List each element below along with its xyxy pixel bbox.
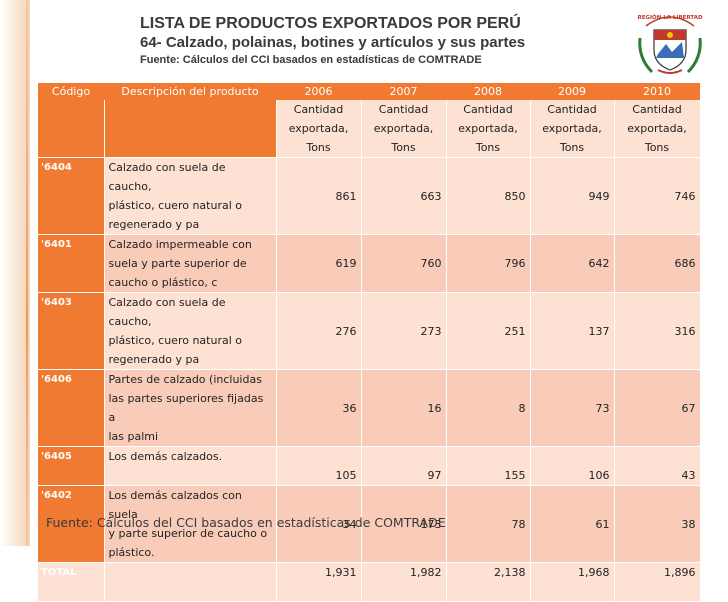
col-code-header: Código xyxy=(38,83,104,100)
product-description: Calzado impermeable con suela y parte sup… xyxy=(104,234,277,293)
value-cell: 61 xyxy=(530,485,615,563)
units-spacer xyxy=(104,100,277,158)
year-header: 2010 xyxy=(614,83,700,100)
value-cell: 686 xyxy=(614,234,701,293)
value-cell: 105 xyxy=(276,446,362,486)
coat-of-arms-logo: REGIÓN LA LIBERTAD xyxy=(637,14,703,74)
table-row: '6406 Partes de calzado (incluidas las pa… xyxy=(38,369,701,447)
table-row: '6403 Calzado con suela de caucho, plásti… xyxy=(38,292,701,370)
units-row: Cantidad exportada, Tons Cantidad exportada… xyxy=(38,100,701,158)
page-source: Fuente: Cálculos del CCI basados en esta… xyxy=(140,54,482,66)
page-subtitle: 64- Calzado, polainas, botines y artícul… xyxy=(140,34,526,51)
product-code: '6401 xyxy=(38,234,105,293)
unit-cell: Cantidad exportada, Tons xyxy=(276,100,362,158)
total-row: TOTAL 1,931 1,982 2,138 1,968 1,896 xyxy=(38,562,701,602)
footer-source: Fuente: Cálculos del CCI basados en esta… xyxy=(46,515,446,530)
total-value: 1,896 xyxy=(614,562,701,602)
value-cell: 850 xyxy=(446,157,531,235)
value-cell: 251 xyxy=(446,292,531,370)
product-code: '6403 xyxy=(38,292,105,370)
total-label: TOTAL xyxy=(38,562,105,602)
value-cell: 796 xyxy=(446,234,531,293)
product-description: Los demás calzados. xyxy=(104,446,277,486)
value-cell: 316 xyxy=(614,292,701,370)
value-cell: 97 xyxy=(361,446,447,486)
value-cell: 137 xyxy=(530,292,615,370)
header: LISTA DE PRODUCTOS EXPORTADOS POR PERÚ 6… xyxy=(140,14,525,68)
year-header: 2007 xyxy=(361,83,446,100)
value-cell: 67 xyxy=(614,369,701,447)
product-description: Calzado con suela de caucho, plástico, cu… xyxy=(104,292,277,370)
left-accent-line xyxy=(26,0,28,546)
svg-text:REGIÓN LA LIBERTAD: REGIÓN LA LIBERTAD xyxy=(637,14,702,21)
units-spacer xyxy=(38,100,105,158)
value-cell: 16 xyxy=(361,369,447,447)
table-row: '6401 Calzado impermeable con suela y par… xyxy=(38,234,701,293)
table-header-row: Código Descripción del producto 2006 200… xyxy=(38,83,700,100)
page-title: LISTA DE PRODUCTOS EXPORTADOS POR PERÚ xyxy=(140,15,521,32)
value-cell: 78 xyxy=(446,485,531,563)
value-cell: 949 xyxy=(530,157,615,235)
total-value: 2,138 xyxy=(446,562,531,602)
product-code: '6406 xyxy=(38,369,105,447)
year-header: 2008 xyxy=(446,83,530,100)
value-cell: 38 xyxy=(614,485,701,563)
value-cell: 273 xyxy=(361,292,447,370)
unit-cell: Cantidad exportada, Tons xyxy=(614,100,701,158)
product-code: '6405 xyxy=(38,446,105,486)
value-cell: 8 xyxy=(446,369,531,447)
value-cell: 642 xyxy=(530,234,615,293)
unit-cell: Cantidad exportada, Tons xyxy=(361,100,447,158)
total-spacer xyxy=(104,562,277,602)
value-cell: 619 xyxy=(276,234,362,293)
value-cell: 43 xyxy=(614,446,701,486)
product-description: Calzado con suela de caucho, plástico, cu… xyxy=(104,157,277,235)
col-desc-header: Descripción del producto xyxy=(104,83,276,100)
unit-cell: Cantidad exportada, Tons xyxy=(446,100,531,158)
product-description: Partes de calzado (incluidas las partes s… xyxy=(104,369,277,447)
table-row: '6404 Calzado con suela de caucho, plásti… xyxy=(38,157,701,235)
value-cell: 36 xyxy=(276,369,362,447)
total-value: 1,931 xyxy=(276,562,362,602)
value-cell: 663 xyxy=(361,157,447,235)
value-cell: 861 xyxy=(276,157,362,235)
value-cell: 276 xyxy=(276,292,362,370)
value-cell: 746 xyxy=(614,157,701,235)
year-header: 2009 xyxy=(530,83,614,100)
table-row: '6405 Los demás calzados. 105 97 155 106… xyxy=(38,446,701,486)
unit-cell: Cantidad exportada, Tons xyxy=(530,100,615,158)
value-cell: 73 xyxy=(530,369,615,447)
left-decorative-bar xyxy=(0,0,30,546)
value-cell: 155 xyxy=(446,446,531,486)
year-header: 2006 xyxy=(276,83,361,100)
total-value: 1,982 xyxy=(361,562,447,602)
product-code: '6404 xyxy=(38,157,105,235)
value-cell: 760 xyxy=(361,234,447,293)
value-cell: 106 xyxy=(530,446,615,486)
total-value: 1,968 xyxy=(530,562,615,602)
